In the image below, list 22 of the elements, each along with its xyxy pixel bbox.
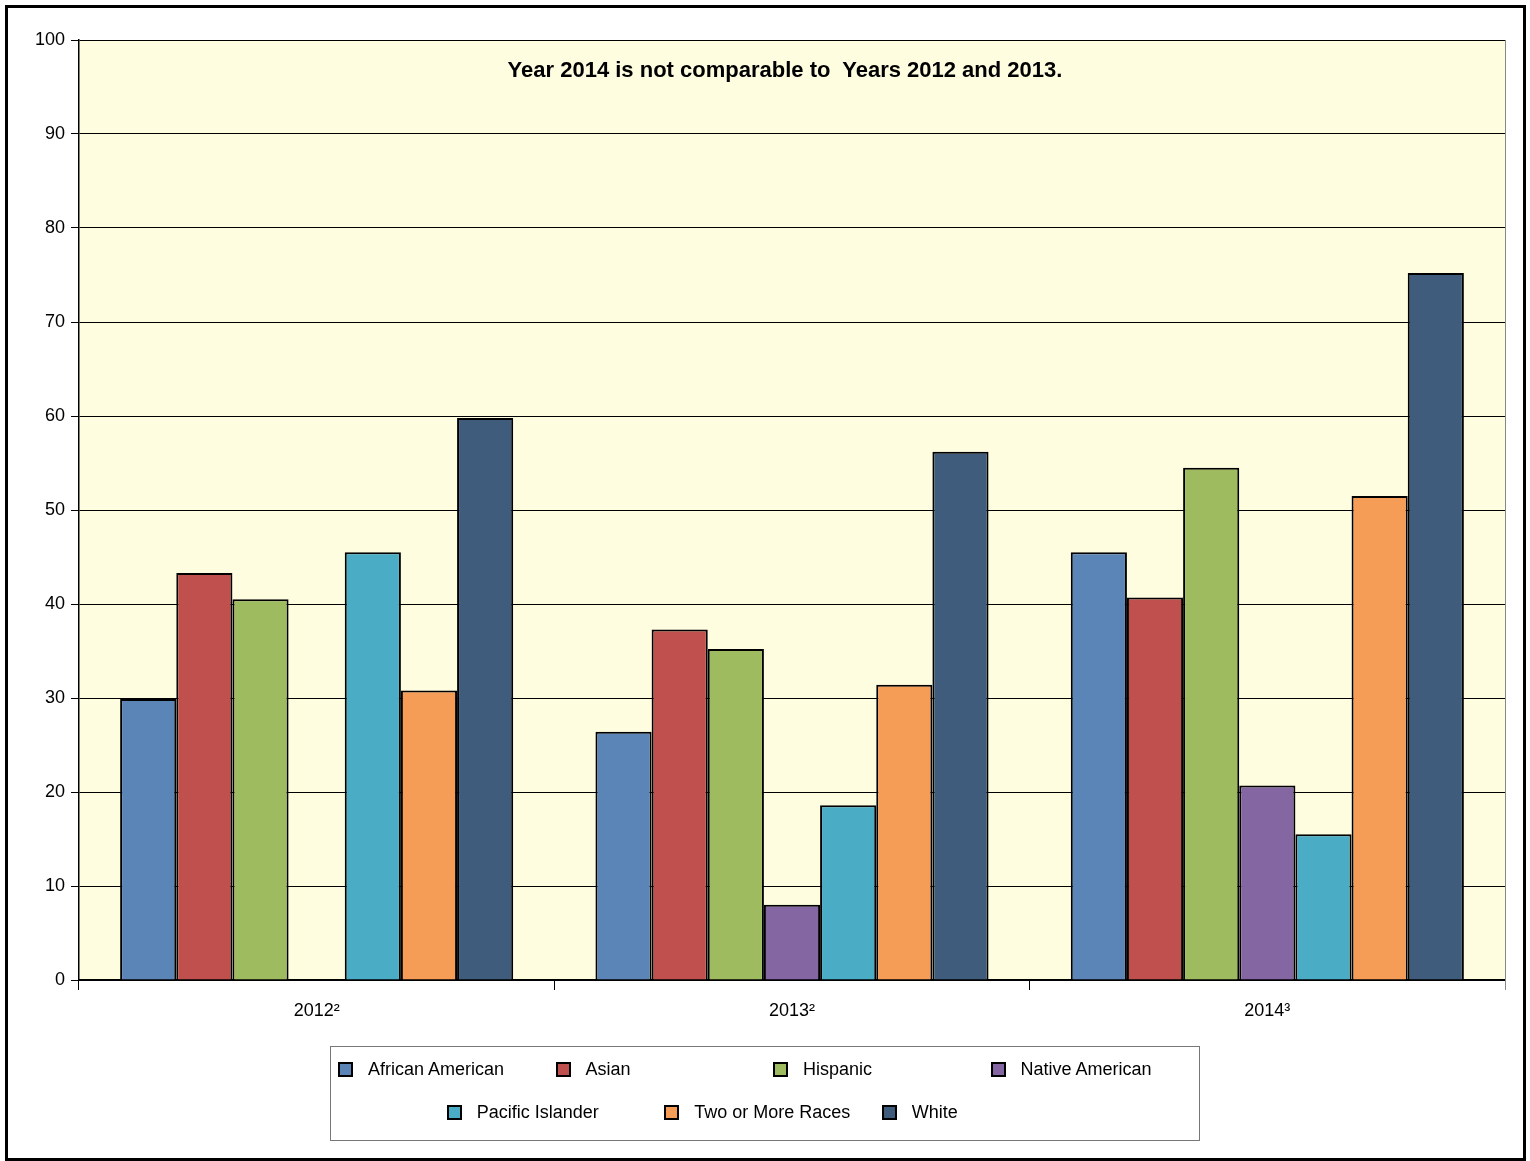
y-tick-label: 100: [34, 28, 65, 49]
y-tick-label: 10: [44, 874, 65, 895]
y-tick-label: 40: [44, 592, 65, 613]
x-tick-label: 2014³: [1244, 999, 1291, 1020]
y-tick-label: 90: [44, 122, 65, 143]
y-tick-label: 0: [54, 968, 65, 989]
legend-label: African American: [368, 1058, 505, 1080]
legend-label: Two or More Races: [694, 1101, 851, 1123]
y-tick-label: 80: [44, 216, 65, 237]
y-tick-label: 50: [44, 498, 65, 519]
text: Year 2014 is not comparable to Years 2012 and 2013.: [507, 57, 1063, 83]
y-tick-label: 30: [44, 686, 65, 707]
x-tick-label: 2012²: [293, 999, 340, 1020]
legend-label: Hispanic: [803, 1058, 873, 1080]
legend-label: Asian: [585, 1058, 631, 1080]
legend-label: White: [911, 1101, 958, 1123]
legend-label: Native American: [1020, 1058, 1152, 1080]
y-tick-label: 60: [44, 404, 65, 425]
y-tick-label: 20: [44, 780, 65, 801]
x-tick-label: 2013²: [768, 999, 816, 1020]
legend-label: Pacific Islander: [476, 1101, 599, 1123]
y-tick-label: 70: [44, 310, 65, 331]
